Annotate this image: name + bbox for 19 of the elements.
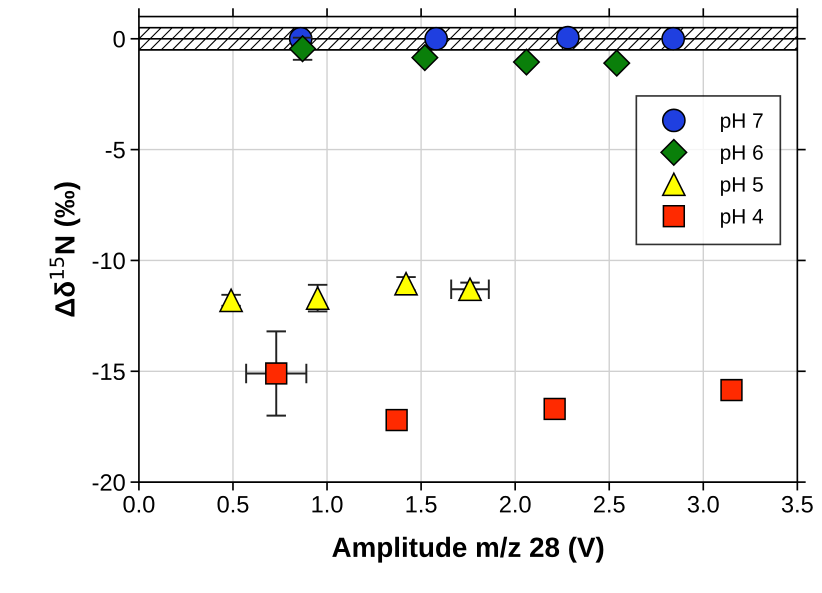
- x-tick-label: 3.0: [688, 496, 719, 513]
- legend-label: pH 5: [721, 177, 763, 196]
- y-tick-label: -15: [92, 364, 125, 380]
- x-tick-label: 3.5: [782, 496, 813, 513]
- x-tick-label: 1.0: [312, 496, 343, 513]
- y-tick-label: -10: [92, 252, 125, 270]
- legend-label: pH 4: [721, 209, 764, 228]
- x-tick-label: 1.5: [406, 496, 437, 513]
- x-tick-label: 2.0: [500, 496, 531, 513]
- y-tick-label: -5: [106, 142, 125, 158]
- y-tick-label: 0: [114, 30, 125, 48]
- x-axis-title: Amplitude m/z 28 (V): [332, 536, 604, 563]
- legend-label: pH 7: [721, 113, 763, 132]
- x-tick-label: 2.5: [594, 496, 625, 513]
- y-tick-label: -20: [92, 474, 125, 491]
- y-axis-title: Δδ$^{15}$N (‰): [50, 182, 80, 317]
- x-tick-label: 0.5: [217, 496, 248, 513]
- x-tick-label: 0.0: [123, 496, 154, 513]
- legend-label: pH 6: [721, 145, 763, 164]
